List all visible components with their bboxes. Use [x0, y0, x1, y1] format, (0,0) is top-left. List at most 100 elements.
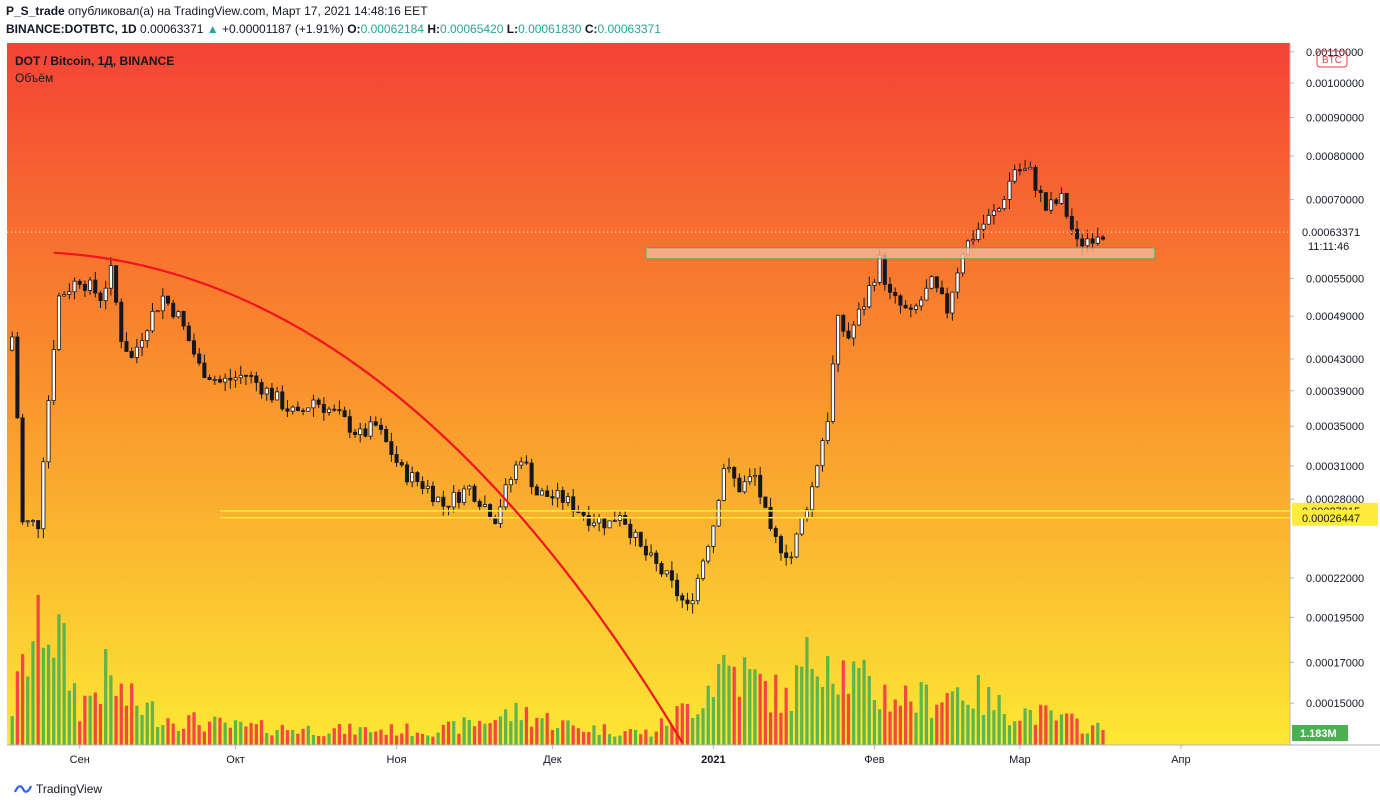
- candle: [264, 386, 269, 401]
- volume-bar: [254, 724, 258, 745]
- candle: [976, 222, 981, 243]
- volume-bar: [524, 707, 529, 745]
- volume-bar: [561, 720, 565, 745]
- candle: [217, 375, 222, 384]
- candle: [565, 492, 570, 507]
- candle: [524, 455, 529, 466]
- volume-bar: [223, 722, 227, 745]
- candle: [197, 347, 202, 366]
- volume-bar: [104, 649, 108, 745]
- chart-area[interactable]: 0.00110000 0.00100000 0.00090000 0.00080000…: [7, 43, 1380, 775]
- volume-bar: [472, 726, 477, 745]
- volume-bar: [737, 696, 742, 745]
- candle: [202, 354, 207, 379]
- volume-bar: [597, 734, 601, 745]
- volume-bar: [904, 685, 908, 745]
- candle: [249, 371, 254, 384]
- candle: [638, 531, 643, 548]
- resistance-zone[interactable]: [645, 247, 1156, 260]
- footer: TradingView: [14, 782, 102, 796]
- close-value: 0.00063371: [597, 22, 661, 36]
- volume-bar: [478, 720, 482, 745]
- price-axis[interactable]: 0.00110000 0.00100000 0.00090000 0.00080000…: [1289, 43, 1380, 775]
- volume-bar: [379, 729, 383, 745]
- volume-bar: [239, 721, 243, 745]
- volume-bar: [31, 641, 35, 745]
- volume-bar: [545, 712, 549, 745]
- candle: [685, 592, 690, 611]
- tradingview-logo-icon: [14, 785, 32, 793]
- volume-bar: [691, 718, 695, 745]
- candle: [311, 394, 316, 417]
- price-tick-label: 0.00100000: [1306, 78, 1364, 90]
- volume-bar: [670, 725, 674, 745]
- volume-bar: [1018, 720, 1022, 745]
- drawings: [7, 231, 1290, 744]
- volume-bar: [384, 734, 388, 745]
- volume-bar: [62, 623, 66, 745]
- level-price-badge: 0.00026447: [1292, 509, 1378, 526]
- candle: [695, 574, 700, 605]
- candle: [129, 347, 134, 359]
- volume-bar: [317, 736, 321, 745]
- open-value: 0.00062184: [360, 22, 424, 36]
- candle: [25, 520, 30, 527]
- svg-text:1.183M: 1.183M: [1300, 728, 1337, 740]
- candle: [41, 457, 46, 539]
- candle: [363, 423, 368, 438]
- candle: [706, 544, 711, 564]
- volume-bar: [15, 671, 19, 745]
- volume-bar: [181, 728, 186, 745]
- price-tick-label: 0.00049000: [1306, 311, 1364, 323]
- volume-bar: [161, 725, 165, 745]
- volume-bar: [1091, 725, 1095, 745]
- volume-bar: [992, 710, 996, 745]
- volume-bar: [291, 729, 295, 745]
- volume-bar: [187, 715, 191, 745]
- author-name[interactable]: P_S_trade: [6, 4, 65, 18]
- volume-bar: [1070, 713, 1074, 745]
- candle: [732, 466, 737, 488]
- footer-brand[interactable]: TradingView: [36, 782, 103, 796]
- candle: [825, 412, 830, 445]
- published-text: опубликовал(а) на TradingView.com, Март …: [68, 4, 428, 18]
- volume-bar: [654, 731, 658, 745]
- price-tick-label: 0.00017000: [1306, 657, 1364, 669]
- volume-bar: [467, 720, 471, 745]
- volume-bar: [72, 683, 77, 745]
- volume-bar: [727, 665, 731, 745]
- candle: [664, 570, 669, 578]
- candle: [721, 463, 726, 502]
- volume-bar: [1080, 733, 1084, 745]
- volume-bar: [1054, 720, 1058, 745]
- volume-bar: [452, 721, 456, 745]
- volume-bar: [706, 685, 710, 745]
- candle: [1028, 161, 1033, 170]
- volume-bar: [805, 637, 809, 745]
- parabolic-curve[interactable]: [53, 251, 684, 744]
- volume-bar: [156, 727, 160, 745]
- volume-bar: [872, 700, 877, 745]
- candle: [794, 532, 799, 559]
- time-axis[interactable]: Сен Окт Ноя Дек 2021 Фев Мар Апр: [7, 744, 1380, 775]
- candle: [649, 544, 654, 558]
- volume-bar: [1023, 708, 1027, 745]
- high-value: 0.00065420: [439, 22, 504, 36]
- candle: [30, 519, 35, 527]
- volume-bar: [306, 725, 310, 745]
- candle: [888, 277, 893, 300]
- candle: [124, 332, 129, 352]
- candle: [160, 288, 165, 320]
- open-label: O:: [347, 22, 361, 36]
- volume-bar: [337, 723, 342, 745]
- volume-bar: [1007, 725, 1012, 745]
- candle: [555, 482, 560, 508]
- price-chart[interactable]: 0.00110000 0.00100000 0.00090000 0.00080000…: [7, 43, 1380, 775]
- candle: [280, 385, 285, 412]
- candle: [898, 293, 903, 314]
- volume-bar: [976, 674, 980, 745]
- currency-badge[interactable]: BTC: [1316, 50, 1348, 68]
- candle: [1064, 193, 1069, 219]
- volume-bar: [67, 690, 71, 745]
- volume-bar: [826, 655, 830, 745]
